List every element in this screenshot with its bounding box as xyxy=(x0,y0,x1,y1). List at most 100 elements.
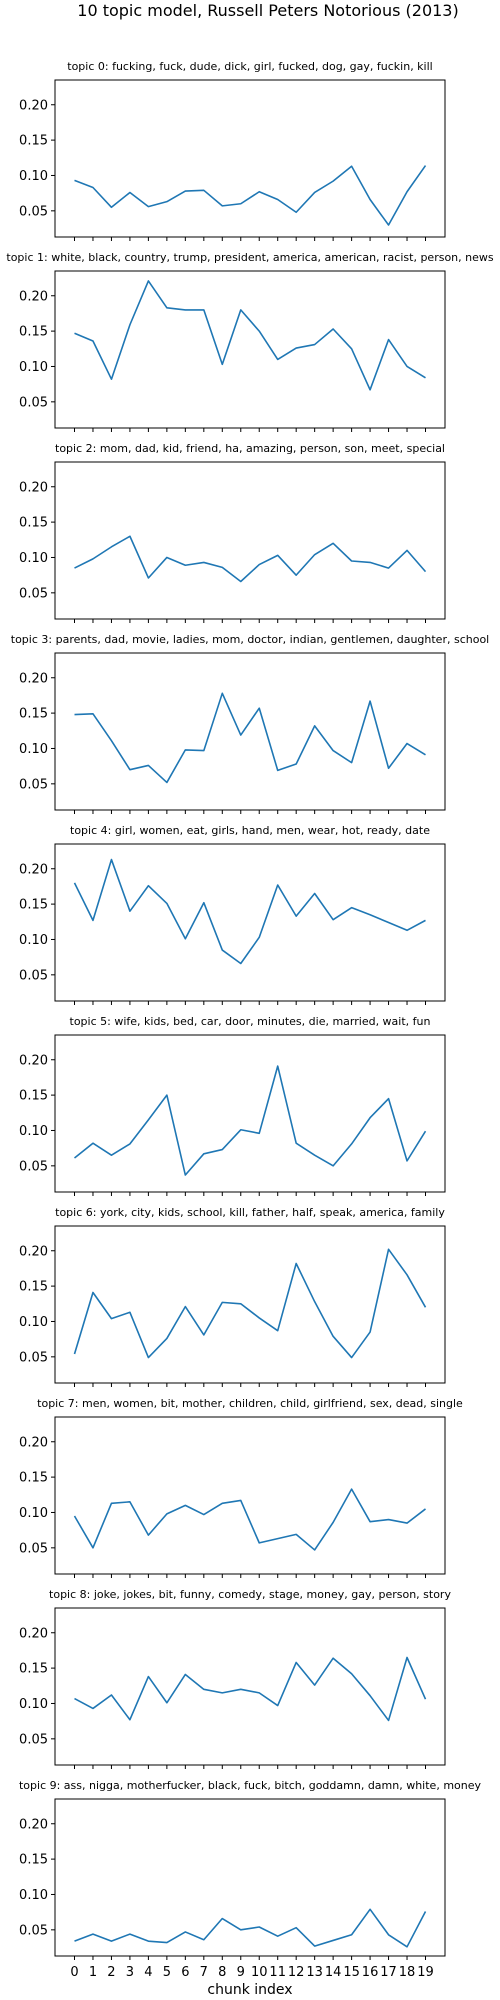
panel-title: topic 9: ass, nigga, motherfucker, black… xyxy=(19,1779,482,1792)
panel-4: topic 4: girl, women, eat, girls, hand, … xyxy=(19,824,446,1005)
panel-0: topic 0: fucking, fuck, dude, dick, girl… xyxy=(19,60,446,241)
x-tick-label: 18 xyxy=(399,1965,416,1980)
y-tick-label: 0.10 xyxy=(19,551,48,566)
y-tick-label: 0.20 xyxy=(19,1435,48,1450)
series-line xyxy=(74,165,427,226)
panel-title: topic 3: parents, dad, movie, ladies, mo… xyxy=(11,633,489,646)
x-tick-label: 8 xyxy=(218,1965,226,1980)
y-tick-label: 0.20 xyxy=(19,1626,48,1641)
series-line xyxy=(74,280,426,391)
y-tick-label: 0.05 xyxy=(19,1923,48,1938)
y-tick-label: 0.05 xyxy=(19,1541,48,1556)
y-tick-label: 0.15 xyxy=(19,516,48,531)
x-tick-label: 16 xyxy=(362,1965,379,1980)
panel-5: topic 5: wife, kids, bed, car, door, min… xyxy=(19,1015,446,1196)
y-tick-label: 0.20 xyxy=(19,1817,48,1832)
y-tick-label: 0.10 xyxy=(19,1888,48,1903)
y-tick-label: 0.20 xyxy=(19,1244,48,1259)
panel-9: topic 9: ass, nigga, motherfucker, black… xyxy=(19,1779,482,1960)
y-tick-label: 0.20 xyxy=(19,671,48,686)
y-tick-label: 0.05 xyxy=(19,968,48,983)
panel-title: topic 1: white, black, country, trump, p… xyxy=(6,251,493,264)
plot-frame xyxy=(54,1416,446,1575)
y-tick-label: 0.20 xyxy=(19,480,48,495)
y-tick-label: 0.15 xyxy=(19,1471,48,1486)
y-tick-label: 0.20 xyxy=(19,862,48,877)
x-axis-label: chunk index xyxy=(207,1982,292,1998)
x-tick-label: 7 xyxy=(200,1965,208,1980)
panel-title: topic 2: mom, dad, kid, friend, ha, amaz… xyxy=(55,442,445,455)
panel-title: topic 5: wife, kids, bed, car, door, min… xyxy=(70,1015,431,1028)
x-tick-label: 14 xyxy=(325,1965,342,1980)
series-line xyxy=(74,1908,427,1948)
panel-1: topic 1: white, black, country, trump, p… xyxy=(6,251,494,432)
x-tick-label: 3 xyxy=(126,1965,134,1980)
series-line xyxy=(73,1065,427,1176)
panel-3: topic 3: parents, dad, movie, ladies, mo… xyxy=(11,633,489,814)
y-tick-label: 0.20 xyxy=(19,289,48,304)
x-tick-label: 0 xyxy=(70,1965,78,1980)
y-tick-label: 0.15 xyxy=(19,325,48,340)
panel-title: topic 8: joke, jokes, bit, funny, comedy… xyxy=(49,1588,451,1601)
y-tick-label: 0.05 xyxy=(19,204,48,219)
plot-frame xyxy=(54,1798,446,1957)
plot-frame xyxy=(54,652,446,811)
x-tick-label: 15 xyxy=(343,1965,360,1980)
panel-title: topic 7: men, women, bit, mother, childr… xyxy=(37,1397,463,1410)
x-tick-label: 11 xyxy=(269,1965,286,1980)
y-tick-label: 0.05 xyxy=(19,1732,48,1747)
y-tick-label: 0.10 xyxy=(19,1124,48,1139)
x-tick-label: 12 xyxy=(288,1965,305,1980)
y-tick-label: 0.15 xyxy=(19,1853,48,1868)
y-tick-label: 0.20 xyxy=(19,1053,48,1068)
series-line xyxy=(74,1656,427,1722)
y-tick-label: 0.10 xyxy=(19,1506,48,1521)
y-tick-label: 0.05 xyxy=(19,1159,48,1174)
y-tick-label: 0.10 xyxy=(19,1315,48,1330)
y-tick-label: 0.15 xyxy=(19,898,48,913)
plot-frame xyxy=(54,79,446,238)
y-tick-label: 0.05 xyxy=(19,395,48,410)
y-tick-label: 0.10 xyxy=(19,742,48,757)
x-tick-label: 4 xyxy=(144,1965,152,1980)
x-tick-label: 19 xyxy=(417,1965,434,1980)
x-tick-label: 9 xyxy=(237,1965,245,1980)
y-tick-label: 0.15 xyxy=(19,134,48,149)
panel-title: topic 4: girl, women, eat, girls, hand, … xyxy=(70,824,430,837)
y-tick-label: 0.05 xyxy=(19,586,48,601)
y-tick-label: 0.10 xyxy=(19,360,48,375)
panel-6: topic 6: york, city, kids, school, kill,… xyxy=(19,1206,446,1387)
y-tick-label: 0.20 xyxy=(19,98,48,113)
x-tick-label: 17 xyxy=(380,1965,397,1980)
y-tick-label: 0.05 xyxy=(19,777,48,792)
y-tick-label: 0.15 xyxy=(19,1089,48,1104)
x-tick-label: 2 xyxy=(107,1965,115,1980)
y-tick-label: 0.10 xyxy=(19,169,48,184)
panel-8: topic 8: joke, jokes, bit, funny, comedy… xyxy=(19,1588,451,1769)
series-line xyxy=(73,858,426,965)
y-tick-label: 0.05 xyxy=(19,1350,48,1365)
plot-frame xyxy=(54,270,446,429)
plot-frame xyxy=(54,461,446,620)
panel-title: topic 0: fucking, fuck, dude, dick, girl… xyxy=(67,60,432,73)
panel-title: topic 6: york, city, kids, school, kill,… xyxy=(55,1206,445,1219)
series-line xyxy=(73,1488,426,1551)
plot-frame xyxy=(54,1225,446,1384)
y-tick-label: 0.15 xyxy=(19,1280,48,1295)
series-line xyxy=(74,692,426,784)
x-tick-label: 5 xyxy=(163,1965,171,1980)
series-line xyxy=(74,535,427,583)
plot-frame xyxy=(54,1607,446,1766)
panel-2: topic 2: mom, dad, kid, friend, ha, amaz… xyxy=(19,442,446,623)
y-tick-label: 0.10 xyxy=(19,1697,48,1712)
y-tick-label: 0.15 xyxy=(19,1662,48,1677)
plot-frame xyxy=(54,1034,446,1193)
figure-title: 10 topic model, Russell Peters Notorious… xyxy=(77,1,458,20)
x-tick-label: 10 xyxy=(251,1965,268,1980)
x-tick-label: 6 xyxy=(181,1965,189,1980)
panel-7: topic 7: men, women, bit, mother, childr… xyxy=(19,1397,463,1578)
y-tick-label: 0.15 xyxy=(19,707,48,722)
x-tick-label: 13 xyxy=(306,1965,323,1980)
series-line xyxy=(73,1248,427,1359)
